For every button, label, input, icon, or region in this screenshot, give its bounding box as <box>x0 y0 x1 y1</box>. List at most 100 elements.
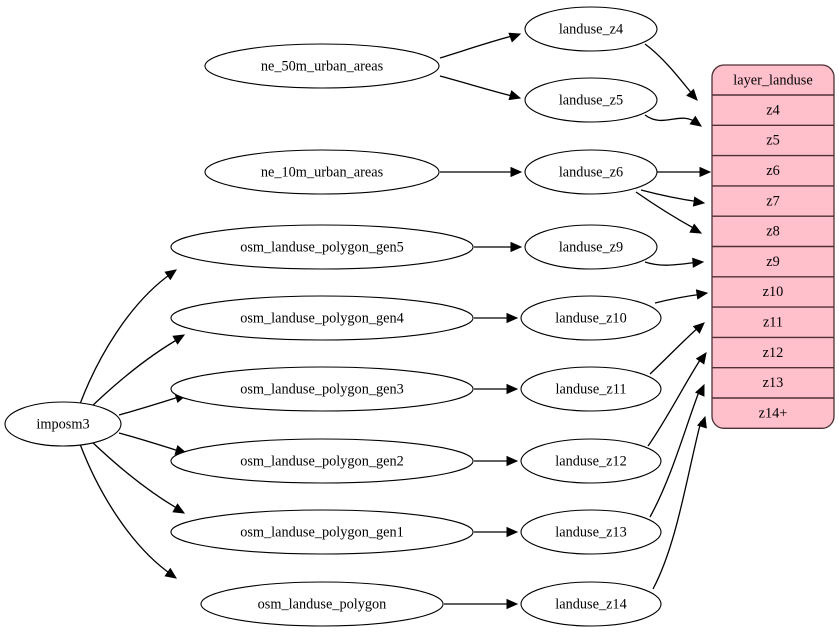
record-row-label: z10 <box>763 284 784 300</box>
source-ellipse <box>170 224 474 270</box>
arrowhead <box>506 383 519 395</box>
node-ne_10m_urban_areas[interactable]: ne_10m_urban_areas <box>204 149 440 195</box>
node-label: landuse_z9 <box>559 239 623 255</box>
layer-ellipse <box>520 581 662 627</box>
edge-layer <box>79 34 706 605</box>
record-row-label: z4 <box>766 102 780 118</box>
edge-ne_50m_urban_areas-to-landuse_z5 <box>439 75 517 98</box>
node-label: landuse_z13 <box>555 524 626 540</box>
arrowhead <box>172 503 186 514</box>
node-label: osm_landuse_polygon_gen3 <box>240 381 404 397</box>
arrowhead <box>172 334 186 345</box>
node-layer: imposm3 ne_50m_urban_areas ne_10m_urban_ar… <box>4 6 662 627</box>
layer-ellipse <box>520 509 662 555</box>
node-label: osm_landuse_polygon <box>258 596 387 612</box>
source-ellipse <box>204 149 440 195</box>
node-ne_50m_urban_areas[interactable]: ne_50m_urban_areas <box>204 43 440 89</box>
arrowhead <box>506 526 519 538</box>
edge-imposm3-to-osm_landuse_polygon_gen4 <box>89 337 181 409</box>
record-row-label: z14+ <box>759 405 788 421</box>
node-landuse_z12[interactable]: landuse_z12 <box>520 438 662 484</box>
node-landuse_z5[interactable]: landuse_z5 <box>524 77 658 123</box>
edge-landuse_z10-to-z10 <box>654 293 704 304</box>
arrowhead <box>689 223 703 234</box>
layer-ellipse <box>524 224 658 270</box>
node-label: imposm3 <box>36 416 89 432</box>
arrowhead <box>695 383 705 397</box>
arrowhead <box>689 115 703 127</box>
node-osm_landuse_polygon[interactable]: osm_landuse_polygon <box>200 581 444 627</box>
node-landuse_z6[interactable]: landuse_z6 <box>524 149 658 195</box>
arrowhead-layer <box>164 32 712 610</box>
node-label: osm_landuse_polygon_gen1 <box>240 524 404 540</box>
edge-landuse_z4-to-z4 <box>644 43 694 96</box>
node-osm_landuse_polygon_gen4[interactable]: osm_landuse_polygon_gen4 <box>170 295 474 341</box>
arrowhead <box>508 90 522 101</box>
edge-landuse_z13-to-z13 <box>649 388 701 518</box>
edge-landuse_z14-to-z14+ <box>652 420 702 590</box>
arrowhead <box>695 351 707 365</box>
record-row-label: z8 <box>766 224 780 240</box>
node-osm_landuse_polygon_gen1[interactable]: osm_landuse_polygon_gen1 <box>170 509 474 555</box>
record-row-label: z6 <box>766 163 780 179</box>
arrowhead <box>510 166 523 178</box>
record-node-layer: layer_landuse z4 z5 z6 z7 z8 z9 z10 z11 z12 z13 z14… <box>711 64 835 429</box>
node-landuse_z14[interactable]: landuse_z14 <box>520 581 662 627</box>
source-ellipse <box>170 295 474 341</box>
arrowhead <box>692 322 705 334</box>
arrowhead <box>510 241 523 253</box>
node-osm_landuse_polygon_gen2[interactable]: osm_landuse_polygon_gen2 <box>170 438 474 484</box>
record-row-label: z5 <box>766 133 780 149</box>
source-ellipse <box>170 509 474 555</box>
arrowhead <box>696 415 707 429</box>
arrowhead <box>164 269 178 281</box>
edge-landuse_z6-to-z7 <box>640 189 701 203</box>
arrowhead <box>692 257 705 268</box>
edge-imposm3-to-osm_landuse_polygon <box>79 443 173 576</box>
node-label: landuse_z6 <box>559 164 623 180</box>
source-ellipse <box>170 438 474 484</box>
arrowhead <box>164 567 178 579</box>
record-row-label: z11 <box>763 315 783 331</box>
edge-landuse_z5-to-z5 <box>644 114 698 124</box>
edge-imposm3-to-osm_landuse_polygon_gen3 <box>118 395 183 416</box>
node-label: ne_50m_urban_areas <box>261 58 384 74</box>
node-imposm3[interactable]: imposm3 <box>4 401 122 447</box>
source-ellipse <box>200 581 444 627</box>
node-landuse_z10[interactable]: landuse_z10 <box>520 295 662 341</box>
node-label: landuse_z11 <box>556 381 627 397</box>
edge-landuse_z12-to-z12 <box>647 356 703 447</box>
node-landuse_z9[interactable]: landuse_z9 <box>524 224 658 270</box>
edge-imposm3-to-osm_landuse_polygon_gen2 <box>118 432 183 453</box>
arrowhead <box>692 196 706 207</box>
edge-imposm3-to-osm_landuse_polygon_gen1 <box>89 439 181 511</box>
arrowhead <box>506 312 519 324</box>
node-landuse_z13[interactable]: landuse_z13 <box>520 509 662 555</box>
node-landuse_z11[interactable]: landuse_z11 <box>520 366 662 412</box>
arrowhead <box>506 455 519 467</box>
record-row-label: z7 <box>766 193 780 209</box>
record-row-label: z13 <box>763 375 784 391</box>
layer-ellipse <box>524 77 658 123</box>
edge-landuse_z6-to-z8 <box>635 191 698 231</box>
edge-landuse_z9-to-z9 <box>644 261 700 266</box>
node-label: osm_landuse_polygon_gen2 <box>240 453 404 469</box>
node-label: landuse_z5 <box>559 92 623 108</box>
source-ellipse <box>204 43 440 89</box>
arrowhead <box>506 598 519 610</box>
node-osm_landuse_polygon_gen5[interactable]: osm_landuse_polygon_gen5 <box>170 224 474 270</box>
node-osm_landuse_polygon_gen3[interactable]: osm_landuse_polygon_gen3 <box>170 366 474 412</box>
layer-ellipse <box>524 6 658 52</box>
layer-ellipse <box>520 438 662 484</box>
node-label: osm_landuse_polygon_gen5 <box>240 239 404 255</box>
node-label: landuse_z12 <box>555 453 626 469</box>
node-label: ne_10m_urban_areas <box>261 164 384 180</box>
source-ellipse <box>170 366 474 412</box>
node-label: landuse_z4 <box>559 21 623 37</box>
source-ellipse <box>4 401 122 447</box>
edge-ne_50m_urban_areas-to-landuse_z4 <box>439 34 517 59</box>
arrowhead <box>699 166 712 178</box>
edge-imposm3-to-osm_landuse_polygon_gen5 <box>79 272 173 405</box>
node-landuse_z4[interactable]: landuse_z4 <box>524 6 658 52</box>
